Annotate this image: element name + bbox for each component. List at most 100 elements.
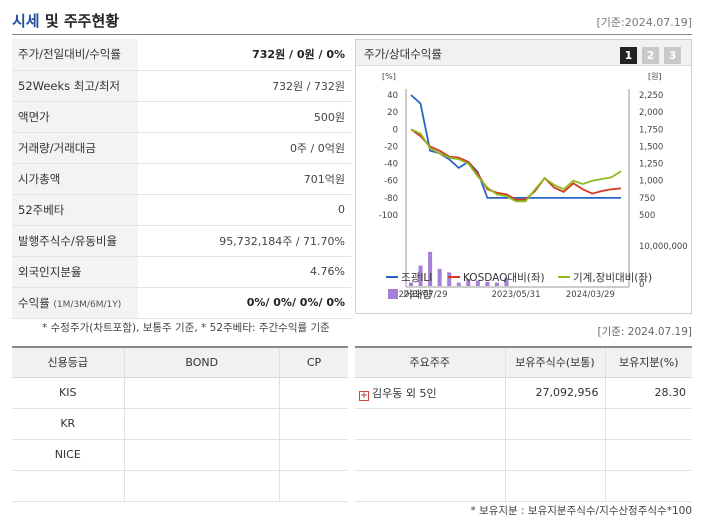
info-label: 52주베타 xyxy=(12,194,138,226)
info-label: 주가/전일대비/수익률 xyxy=(12,39,138,71)
credit-cell xyxy=(279,469,348,502)
table-row: KR xyxy=(12,407,348,440)
credit-header: CP xyxy=(279,346,348,378)
legend-label: 거래량 xyxy=(403,289,432,301)
legend-label: KOSDAQ대비(좌) xyxy=(463,272,545,284)
info-label: 거래량/거래대금 xyxy=(12,132,138,164)
volume-bar xyxy=(418,265,423,286)
info-row: 주가/전일대비/수익률 732원 / 0원 / 0% xyxy=(12,39,351,71)
table-row xyxy=(355,438,692,471)
left-tick-label: -20 xyxy=(384,142,398,152)
table-row: KIS xyxy=(12,376,348,409)
footnote-left: * 수정주가(차트포함), 보통주 기준, * 52주베타: 주간수익률 기준 xyxy=(42,322,330,334)
holder-name: 김우동 외 5인 xyxy=(372,386,437,400)
info-label: 시가총액 xyxy=(12,163,138,195)
credit-cell xyxy=(12,469,125,502)
info-row: 액면가 500원 xyxy=(12,101,351,133)
left-tick-label: 20 xyxy=(387,108,398,118)
legend-label: 기계,장비대비(좌) xyxy=(573,272,652,284)
info-value: 0주 / 0억원 xyxy=(138,132,351,164)
series-line xyxy=(410,128,622,201)
credit-cell xyxy=(279,438,348,471)
table-row: + 김우동 외 5인 27,092,956 28.30 xyxy=(355,376,692,409)
holders-header: 주요주주 xyxy=(355,346,506,378)
holder-name-cell[interactable]: + 김우동 외 5인 xyxy=(355,376,506,409)
left-tick-label: -100 xyxy=(379,211,398,221)
header-divider xyxy=(12,34,692,35)
left-tick-label: -60 xyxy=(384,177,398,187)
holder-name-cell xyxy=(355,438,506,471)
section-header: 시세 및 주주현황 [기준:2024.07.19] xyxy=(12,8,692,34)
chart-tab-1[interactable]: 1 xyxy=(620,47,637,64)
series-line xyxy=(410,94,621,199)
holder-shares: 27,092,956 xyxy=(505,376,606,409)
volume-bar xyxy=(428,251,433,286)
info-value: 732원 / 0원 / 0% xyxy=(138,39,351,71)
info-row: 외국인지분율 4.76% xyxy=(12,256,351,288)
right-tick-label: 1,000 xyxy=(639,177,663,187)
volume-bar xyxy=(409,282,413,286)
info-label: 발행주식수/유동비율 xyxy=(12,225,138,257)
credit-cell: KIS xyxy=(12,376,125,409)
legend-swatch xyxy=(388,289,398,299)
volume-bar xyxy=(466,279,471,286)
credit-cell: KR xyxy=(12,407,125,440)
volume-bar xyxy=(494,282,499,286)
credit-cell xyxy=(124,469,281,502)
info-row: 수익률 (1M/3M/6M/1Y) 0%/ 0%/ 0%/ 0% xyxy=(12,287,351,319)
info-value: 500원 xyxy=(138,101,351,133)
x-tick-label: 2023/05/31 xyxy=(492,290,541,300)
table-row xyxy=(12,469,348,502)
credit-header: BOND xyxy=(124,346,281,378)
holder-shares xyxy=(505,469,606,502)
volume-bar xyxy=(447,272,452,286)
holder-pct: 28.30 xyxy=(605,376,692,409)
volume-tick-label: 0 xyxy=(639,280,644,290)
info-label: 52Weeks 최고/최저 xyxy=(12,70,138,102)
left-tick-label: 0 xyxy=(393,125,398,135)
right-tick-label: 2,000 xyxy=(639,108,663,118)
chart-title: 주가/상대수익률 xyxy=(364,47,442,61)
table-row: NICE xyxy=(12,438,348,471)
info-value: 701억원 xyxy=(138,163,351,195)
x-tick-label: 2024/03/29 xyxy=(566,290,615,300)
left-tick-label: 40 xyxy=(387,91,398,101)
holders-header: 보유지분(%) xyxy=(605,346,692,378)
chart-tab-2[interactable]: 2 xyxy=(642,47,659,64)
chart-tab-3[interactable]: 3 xyxy=(664,47,681,64)
volume-bar xyxy=(504,277,509,286)
x-tick-label: 2022/07/29 xyxy=(399,290,448,300)
volume-bar xyxy=(437,268,442,286)
right-axis-unit: [원] xyxy=(648,72,662,81)
info-value: 4.76% xyxy=(138,256,351,288)
left-tick-label: -80 xyxy=(384,194,398,204)
left-tick-label: -40 xyxy=(384,160,398,170)
credit-cell xyxy=(124,438,281,471)
holders-header: 보유주식수(보통) xyxy=(505,346,606,378)
expand-plus-icon[interactable]: + xyxy=(359,390,369,401)
credit-rating-table: 신용등급 BOND CP KIS KR NICE xyxy=(12,346,348,502)
footnote-holding: * 보유지분 : 보유지분주식수/지수산정주식수*100 xyxy=(470,505,692,517)
holder-pct xyxy=(605,407,692,440)
volume-bar xyxy=(485,281,490,286)
info-row: 시가총액 701억원 xyxy=(12,163,351,195)
info-row: 발행주식수/유동비율 95,732,184주 / 71.70% xyxy=(12,225,351,257)
info-label-sub: (1M/3M/6M/1Y) xyxy=(53,299,122,310)
credit-cell: NICE xyxy=(12,438,125,471)
info-value: 732원 / 732원 xyxy=(138,70,351,102)
info-row: 52Weeks 최고/최저 732원 / 732원 xyxy=(12,70,351,102)
info-label: 액면가 xyxy=(12,101,138,133)
info-label: 외국인지분율 xyxy=(12,256,138,288)
right-tick-label: 750 xyxy=(639,194,655,204)
holder-name-cell xyxy=(355,407,506,440)
right-tick-label: 1,500 xyxy=(639,142,663,152)
right-tick-label: 500 xyxy=(639,211,655,221)
holder-pct xyxy=(605,438,692,471)
series-line xyxy=(410,128,622,203)
holder-shares xyxy=(505,407,606,440)
price-chart: [%] [원] 40 2,250 20 2,000 0 1,750 -20 1,500 -40 1,2… xyxy=(379,72,688,301)
volume-tick-label: 10,000,000 xyxy=(639,242,688,252)
credit-cell xyxy=(124,407,281,440)
